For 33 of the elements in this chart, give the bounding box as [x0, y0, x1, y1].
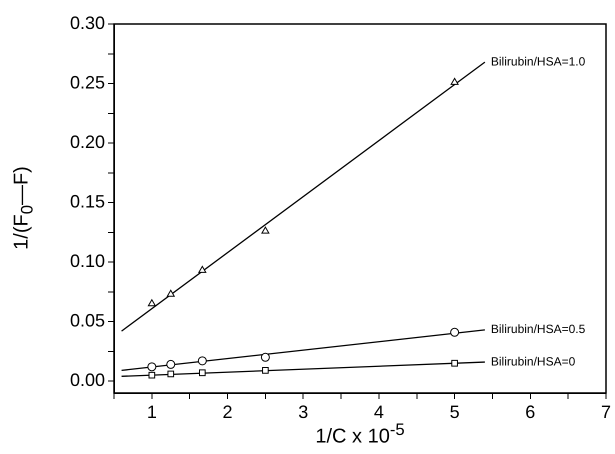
point	[450, 78, 459, 85]
y-tick-label: 0.10	[70, 251, 105, 272]
series-label: Bilirubin/HSA=0	[490, 354, 576, 368]
point	[147, 362, 156, 372]
x-tick-label: 7	[600, 402, 612, 422]
series-label: Bilirubin/HSA=0.5	[490, 322, 586, 336]
point	[148, 299, 156, 306]
point	[167, 370, 174, 378]
y-tick-label: 0.30	[70, 12, 105, 33]
x-tick-label: 2	[222, 402, 233, 422]
y-tick-label: 0.05	[70, 310, 105, 331]
point	[451, 360, 458, 367]
point	[166, 290, 175, 297]
point	[166, 360, 176, 369]
series-label: Bilirubin/HSA=1.0	[490, 54, 586, 68]
point	[260, 352, 270, 362]
point	[199, 369, 206, 376]
x-axis-title: 1/C x 10$^{-5}$	[314, 420, 406, 449]
point	[261, 226, 270, 234]
y-tick-label: 0.25	[70, 72, 105, 92]
x-tick-label: 5	[450, 402, 460, 422]
point	[198, 356, 207, 366]
x-tick-label: 4	[374, 402, 384, 422]
x-tick-label: 3	[298, 402, 308, 422]
point	[198, 266, 206, 273]
text: 0.00	[70, 370, 105, 390]
x-tick-label: 6	[525, 402, 536, 422]
point	[450, 328, 460, 337]
x-tick-label: 1	[146, 402, 157, 422]
point	[262, 367, 269, 374]
point	[148, 372, 156, 378]
y-tick-label: 0.15	[70, 192, 105, 212]
y-tick-label: 0.20	[70, 132, 105, 152]
